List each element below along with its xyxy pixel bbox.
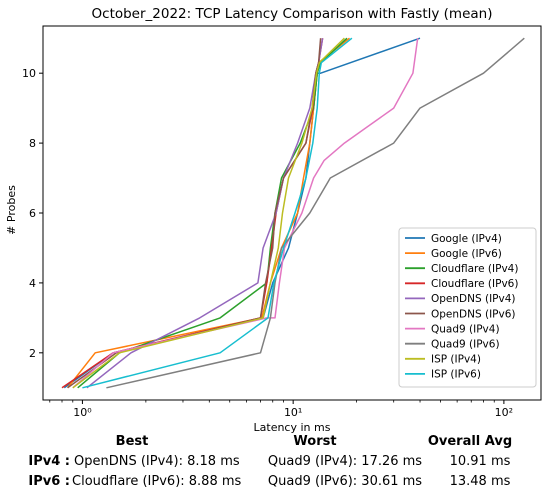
series-line-7 [106,37,525,389]
legend-entry: Cloudflare (IPv4) [431,263,518,275]
x-tick-label: 10² [495,406,513,419]
stats-header-best: Best [116,434,149,449]
legend-entry: Quad9 (IPv4) [431,323,500,335]
stats-row-label-ipv4: IPv4 : [28,454,70,469]
series-line-2 [77,37,348,389]
stats-header-worst: Worst [293,434,336,449]
stats-worst-ipv6: Quad9 (IPv6): 30.61 ms [268,474,422,489]
series-line-9 [82,37,353,389]
legend-box [398,227,537,388]
y-tick-label: 4 [29,277,36,290]
legend-entry: Google (IPv4) [431,233,502,245]
chart-title: October_2022: TCP Latency Comparison wit… [92,6,493,22]
stats-best-ipv4: OpenDNS (IPv4): 8.18 ms [74,454,240,469]
legend: Google (IPv4) Google (IPv6) Cloudflare (IP… [398,227,537,388]
legend-entry: OpenDNS (IPv4) [431,293,516,305]
stats-header-avg: Overall Avg [428,434,512,449]
stats-avg-ipv4: 10.91 ms [450,454,511,469]
axis-ticks: 10⁰ 10¹ 10² 2 4 6 8 10 [22,67,513,419]
legend-entry: ISP (IPv4) [431,354,481,366]
x-tick-label: 10⁰ [73,406,92,419]
y-tick-label: 2 [29,347,36,360]
legend-entry: Google (IPv6) [431,248,502,260]
stats-row-label-ipv6: IPv6 : [28,474,70,489]
legend-entry: Cloudflare (IPv6) [431,278,518,290]
stats-table: Best Worst Overall Avg IPv4 : OpenDNS (I… [28,434,512,489]
y-axis-label: # Probes [5,185,18,235]
x-axis-label: Latency in ms [254,421,331,434]
stats-avg-ipv6: 13.48 ms [450,474,511,489]
stats-best-ipv6: Cloudflare (IPv6): 8.88 ms [72,474,242,489]
y-tick-label: 10 [22,67,36,80]
legend-entry: Quad9 (IPv6) [431,339,500,351]
series-line-8 [72,37,345,389]
legend-entry: OpenDNS (IPv6) [431,308,516,320]
stats-worst-ipv4: Quad9 (IPv4): 17.26 ms [268,454,422,469]
y-tick-label: 6 [29,207,36,220]
y-tick-label: 8 [29,137,36,150]
legend-entry: ISP (IPv6) [431,369,481,381]
x-tick-label: 10¹ [284,406,302,419]
plot-area [61,37,525,389]
